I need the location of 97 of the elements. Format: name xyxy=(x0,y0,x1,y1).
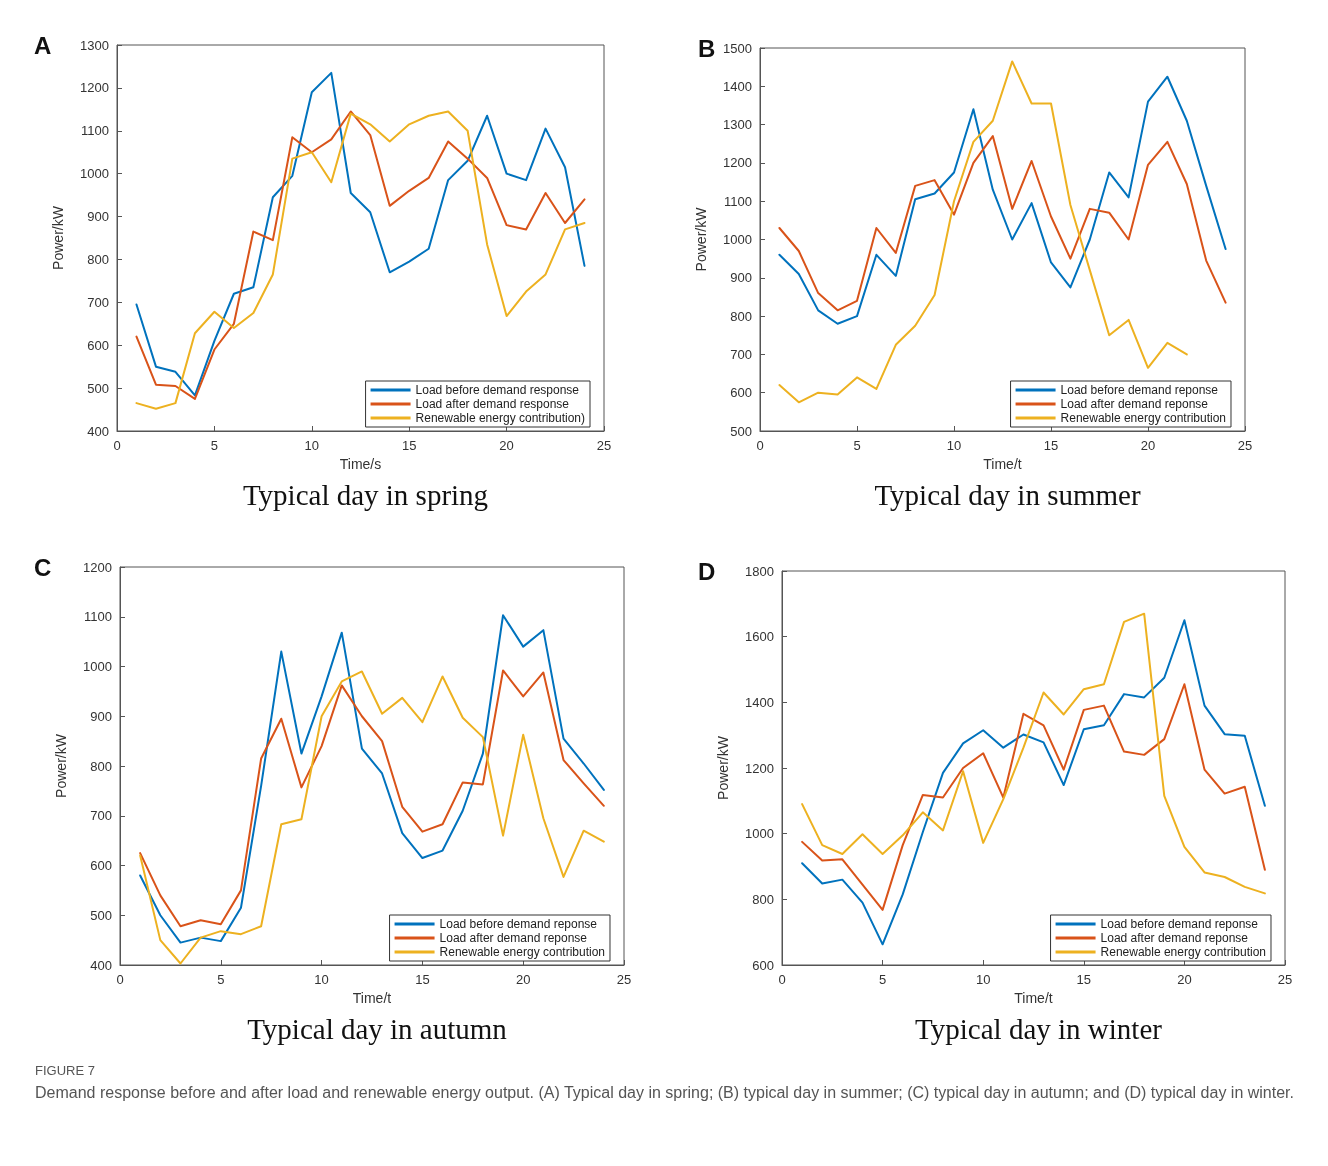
x-tick-label: 5 xyxy=(217,972,225,987)
caption: FIGURE 7 xyxy=(35,1062,96,1080)
x-tick-label: 15 xyxy=(1076,972,1092,987)
y-tick-label: 1800 xyxy=(745,563,774,579)
y-tick-label: 700 xyxy=(730,346,752,362)
y-tick-label: 1200 xyxy=(723,155,752,171)
y-tick-label: 500 xyxy=(90,907,112,923)
x-tick-label: 25 xyxy=(596,438,612,453)
y-tick-label: 900 xyxy=(90,708,112,724)
x-tick-label: 20 xyxy=(499,438,514,453)
y-tick-label: 1400 xyxy=(723,78,752,94)
y-tick-label: 400 xyxy=(90,957,112,973)
x-tick-label: 5 xyxy=(210,438,219,453)
x-tick-label: 10 xyxy=(304,438,320,453)
y-tick-label: 700 xyxy=(90,808,112,824)
x-tick-label: 20 xyxy=(1177,972,1192,987)
text: C xyxy=(34,553,52,581)
x-tick-label: 20 xyxy=(1140,438,1156,453)
y-tick-label: 1100 xyxy=(724,193,752,209)
x-tick-label: 15 xyxy=(415,972,430,987)
y-tick-label: 700 xyxy=(87,294,109,310)
legend-label: Load before demand reponse xyxy=(1060,383,1219,397)
line-series xyxy=(139,614,605,944)
x-tick-label: 25 xyxy=(616,972,632,987)
x-axis-title: Time/t xyxy=(352,989,392,1006)
y-tick-label: 1500 xyxy=(723,40,752,56)
legend-label: Renewable energy contribution) xyxy=(415,411,585,425)
y-tick-label: 900 xyxy=(87,209,109,225)
legend-label: Load before demand response xyxy=(415,383,580,397)
y-tick-label: 1100 xyxy=(81,123,109,139)
x-tick-label: 20 xyxy=(515,972,531,987)
y-tick-label: 1000 xyxy=(83,659,112,674)
legend-label: Renewable energy contribution xyxy=(1060,411,1227,425)
line-series xyxy=(801,619,1266,946)
legend-label: Renewable energy contribution xyxy=(1100,945,1267,959)
legend-label: Load after demand reponse xyxy=(439,931,588,945)
y-tick-label: 900 xyxy=(730,270,752,286)
y-tick-label: 600 xyxy=(90,858,112,873)
x-tick-label: 5 xyxy=(878,972,887,987)
y-tick-label: 800 xyxy=(87,251,109,267)
text: B xyxy=(698,34,716,62)
legend-label: Load after demand reponse xyxy=(1060,397,1209,411)
y-tick-label: 800 xyxy=(90,758,112,774)
y-tick-label: 600 xyxy=(752,957,774,973)
line-series xyxy=(801,612,1266,895)
text: Typical day in summer xyxy=(874,478,1141,511)
x-tick-label: 5 xyxy=(853,438,861,453)
y-axis-title: Power/kW xyxy=(715,735,731,800)
y-tick-label: 1200 xyxy=(83,559,112,575)
y-tick-label: 600 xyxy=(730,385,752,401)
y-tick-label: 500 xyxy=(87,380,109,396)
x-tick-label: 10 xyxy=(314,972,329,987)
y-tick-label: 400 xyxy=(87,423,109,439)
y-tick-label: 1100 xyxy=(84,609,112,625)
y-tick-label: 1000 xyxy=(723,232,752,247)
legend-label: Load after demand response xyxy=(415,397,570,411)
y-tick-label: 1600 xyxy=(745,629,774,645)
y-axis-title: Power/kW xyxy=(53,733,69,798)
x-tick-label: 0 xyxy=(116,972,124,987)
legend-label: Load before demand reponse xyxy=(439,917,598,931)
text: Typical day in winter xyxy=(915,1012,1163,1045)
y-tick-label: 1000 xyxy=(80,166,109,182)
x-tick-label: 15 xyxy=(1043,438,1059,453)
x-tick-label: 25 xyxy=(1277,972,1293,987)
line-series xyxy=(778,75,1227,325)
y-tick-label: 600 xyxy=(87,337,109,353)
text: Demand response before and after load and renewable energy output. (A) Typical day in spring; (B) typical day in summer; (C) typical day in autumn; and (D) typical day in winter. xyxy=(35,1083,1295,1103)
y-tick-label: 1400 xyxy=(745,694,774,710)
x-tick-label: 0 xyxy=(756,438,764,453)
y-tick-label: 800 xyxy=(752,891,774,907)
x-tick-label: 10 xyxy=(946,438,962,453)
x-tick-label: 25 xyxy=(1237,438,1253,453)
y-tick-label: 1300 xyxy=(80,37,109,53)
y-tick-label: 800 xyxy=(730,308,752,324)
legend-label: Load after demand reponse xyxy=(1100,931,1249,945)
y-tick-label: 1300 xyxy=(723,117,752,133)
x-axis-title: Time/s xyxy=(339,455,382,472)
text: Typical day in autumn xyxy=(247,1012,508,1045)
line-series xyxy=(778,135,1227,312)
legend-label: Load before demand reponse xyxy=(1100,917,1259,931)
x-axis-title: Time/t xyxy=(1014,989,1053,1006)
x-tick-label: 0 xyxy=(778,972,786,987)
text: A xyxy=(34,31,52,59)
y-tick-label: 1200 xyxy=(80,80,109,96)
x-tick-label: 10 xyxy=(975,972,991,987)
text: D xyxy=(698,557,716,585)
x-tick-label: 0 xyxy=(113,438,121,453)
text: Typical day in spring xyxy=(242,478,489,511)
y-tick-label: 1200 xyxy=(745,760,774,776)
legend-label: Renewable energy contribution xyxy=(439,945,606,959)
y-tick-label: 500 xyxy=(730,423,752,439)
y-tick-label: 1000 xyxy=(745,826,774,842)
y-axis-title: Power/kW xyxy=(50,205,66,270)
line-series xyxy=(801,683,1266,911)
x-axis-title: Time/t xyxy=(983,455,1022,472)
y-axis-title: Power/kW xyxy=(693,206,709,272)
x-tick-label: 15 xyxy=(401,438,417,453)
